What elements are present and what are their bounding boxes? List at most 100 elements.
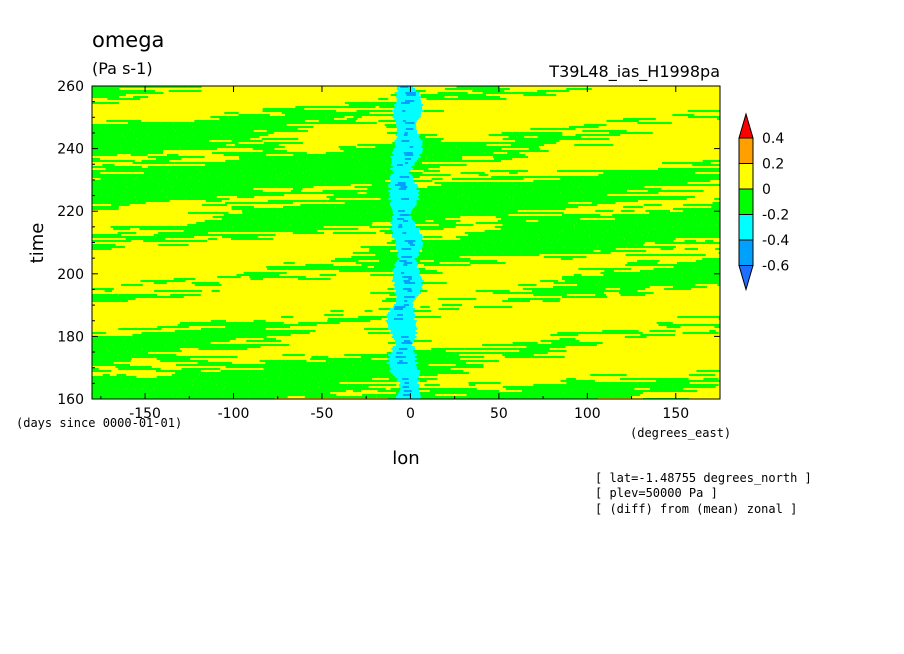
field-cell	[92, 380, 131, 382]
field-cell	[263, 202, 293, 204]
field-cell	[403, 262, 413, 264]
field-cell	[201, 172, 235, 174]
field-cell	[375, 254, 397, 256]
field-cell	[656, 380, 693, 382]
field-cell	[466, 206, 510, 208]
field-cell	[238, 156, 283, 158]
field-cell	[693, 220, 720, 222]
field-cell	[133, 338, 159, 340]
field-cell	[701, 178, 720, 180]
field-cell	[701, 162, 711, 164]
field-cell	[144, 378, 178, 380]
field-cell	[635, 336, 647, 338]
field-cell	[107, 300, 121, 302]
field-cell	[295, 106, 315, 108]
field-cell	[156, 158, 182, 160]
field-cell	[397, 314, 403, 316]
field-cell	[212, 396, 249, 398]
field-cell	[187, 140, 209, 142]
field-cell	[193, 134, 222, 136]
field-cell	[462, 160, 501, 162]
field-cell	[610, 384, 638, 386]
field-cell	[679, 222, 702, 224]
field-cell	[597, 242, 610, 244]
field-cell	[598, 282, 608, 284]
field-cell	[658, 168, 703, 170]
field-cell	[377, 174, 397, 176]
field-cell	[553, 282, 599, 284]
field-cell	[201, 344, 230, 346]
field-cell	[625, 264, 662, 266]
field-cell	[637, 170, 673, 172]
field-cell	[647, 216, 685, 218]
field-cell	[462, 182, 478, 184]
field-cell	[499, 142, 520, 144]
field-cell	[134, 184, 160, 186]
field-cell	[399, 218, 446, 220]
field-cell	[134, 354, 177, 356]
field-cell	[529, 394, 544, 396]
field-cell	[583, 178, 625, 180]
field-cell	[392, 166, 412, 168]
field-cell	[635, 218, 668, 220]
field-cell	[598, 180, 605, 182]
field-cell	[406, 214, 421, 216]
field-cell	[215, 226, 227, 228]
field-cell	[459, 244, 483, 246]
field-cell	[251, 126, 284, 128]
field-cell	[376, 364, 390, 366]
field-cell	[638, 390, 678, 392]
field-cell	[504, 210, 511, 212]
field-cell	[320, 180, 365, 182]
field-cell	[684, 248, 698, 250]
field-cell	[329, 198, 336, 200]
field-cell	[559, 238, 603, 240]
field-cell	[557, 184, 574, 186]
field-cell	[201, 166, 244, 168]
field-cell	[472, 88, 503, 90]
x-units-label: (degrees_east)	[630, 426, 731, 440]
field-cell	[342, 192, 358, 194]
field-cell	[641, 272, 649, 274]
field-cell	[428, 242, 463, 244]
field-cell	[516, 136, 525, 138]
field-cell	[543, 256, 587, 258]
field-cell	[401, 222, 439, 224]
field-cell	[184, 334, 206, 336]
field-cell	[462, 210, 473, 212]
field-cell	[405, 122, 415, 124]
field-cell	[511, 92, 528, 94]
field-cell	[543, 394, 559, 396]
field-cell	[211, 290, 220, 292]
field-cell	[387, 322, 416, 324]
field-cell	[248, 158, 274, 160]
field-cell	[456, 146, 474, 148]
field-cell	[220, 370, 264, 372]
field-cell	[636, 244, 644, 246]
field-cell	[580, 190, 588, 192]
field-cell	[504, 246, 536, 248]
field-cell	[181, 344, 202, 346]
field-cell	[407, 202, 453, 204]
field-cell	[554, 196, 570, 198]
field-cell	[557, 170, 567, 172]
field-cell	[719, 312, 720, 314]
field-cell	[142, 388, 155, 390]
field-cell	[317, 164, 332, 166]
field-cell	[698, 226, 720, 228]
field-cell	[390, 178, 414, 180]
field-cell	[522, 230, 563, 232]
field-cell	[355, 258, 364, 260]
field-cell	[250, 278, 263, 280]
field-cell	[509, 172, 518, 174]
field-cell	[525, 202, 569, 204]
field-cell	[318, 382, 340, 384]
field-cell	[291, 332, 310, 334]
field-cell	[398, 252, 419, 254]
field-cell	[711, 206, 720, 208]
field-cell	[446, 154, 482, 156]
field-cell	[219, 118, 229, 120]
field-cell	[369, 196, 377, 198]
field-cell	[172, 186, 210, 188]
